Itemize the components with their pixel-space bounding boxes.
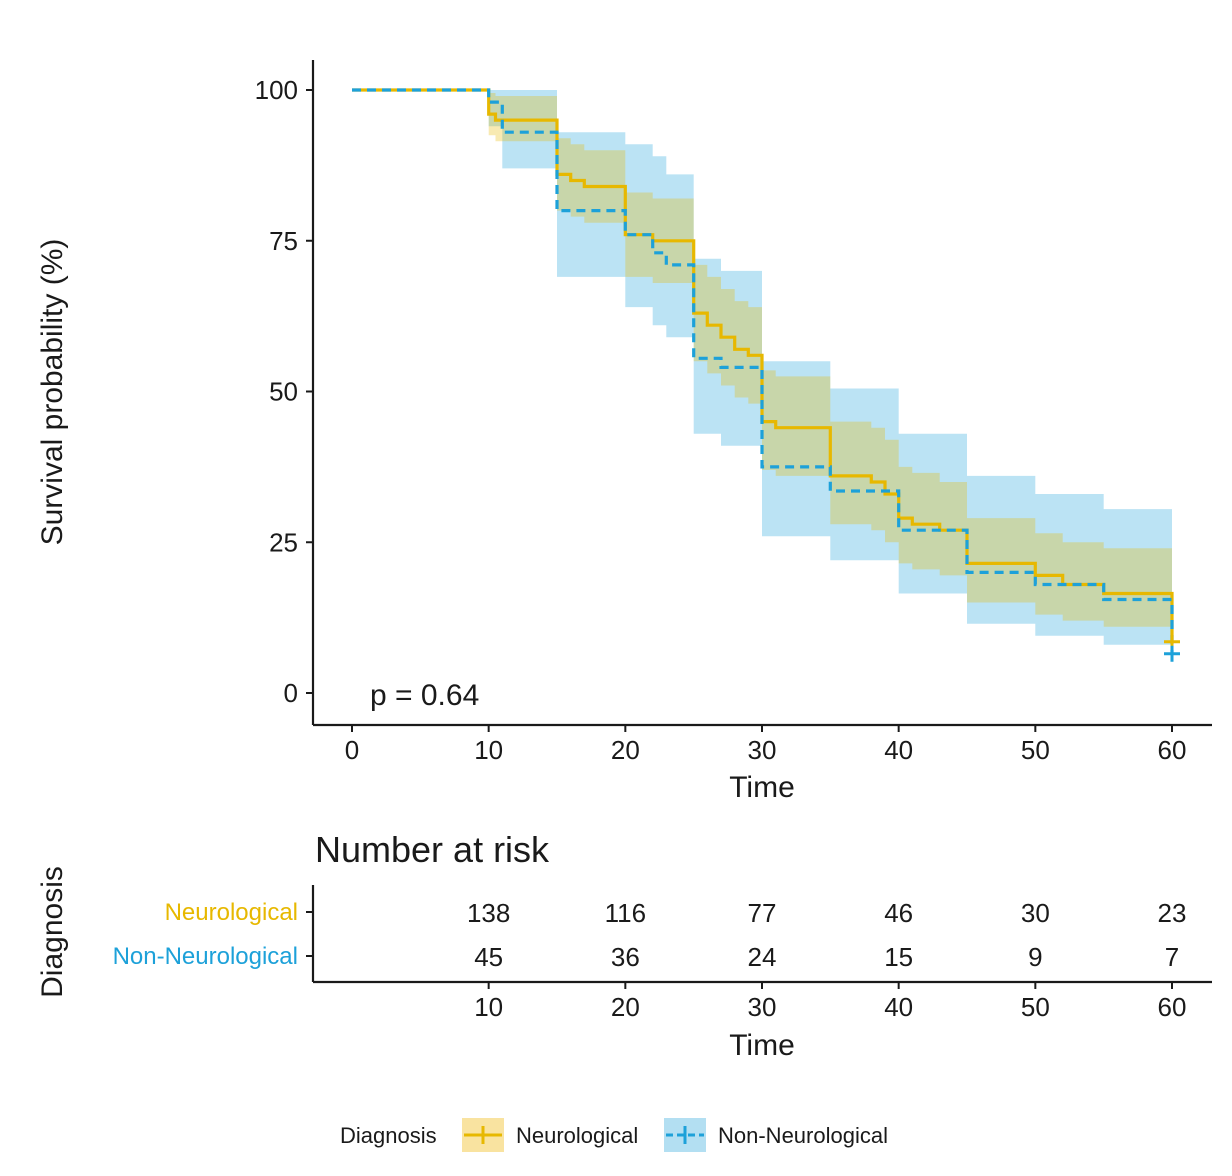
legend-entry-neurological: Neurological (462, 1118, 638, 1152)
risk-count: 30 (1021, 898, 1050, 928)
x-tick-label: 60 (1158, 735, 1187, 765)
curve-neurological (352, 88, 1174, 642)
risk-count: 24 (748, 942, 777, 972)
y-axis-ticks: 0 25 50 75 100 (255, 75, 313, 708)
legend-label: Non-Neurological (718, 1123, 888, 1148)
risk-x-tick-label: 50 (1021, 992, 1050, 1022)
x-tick-label: 0 (345, 735, 359, 765)
legend-label: Neurological (516, 1123, 638, 1148)
risk-count: 7 (1165, 942, 1179, 972)
x-tick-label: 10 (474, 735, 503, 765)
x-axis-ticks: 0 10 20 30 40 50 60 (345, 725, 1187, 765)
x-axis-title: Time (729, 771, 795, 804)
risk-count: 36 (611, 942, 640, 972)
censor-marker-non-neurological (1164, 645, 1180, 662)
y-tick-label: 100 (255, 75, 298, 105)
risk-x-tick-label: 40 (884, 992, 913, 1022)
risk-count: 46 (884, 898, 913, 928)
risk-count: 45 (474, 942, 503, 972)
x-tick-label: 30 (748, 735, 777, 765)
y-tick-label: 50 (269, 377, 298, 407)
legend-title: Diagnosis (340, 1123, 437, 1148)
y-axis-title: Survival probability (%) (36, 239, 69, 546)
risk-row-label: Neurological (165, 899, 298, 926)
x-tick-label: 40 (884, 735, 913, 765)
x-tick-label: 50 (1021, 735, 1050, 765)
censor-markers (1164, 633, 1180, 662)
curve-non-neurological (352, 88, 1174, 654)
legend-entry-non-neurological: Non-Neurological (664, 1118, 888, 1152)
risk-x-tick-label: 30 (748, 992, 777, 1022)
risk-table: Neurological 138 116 77 46 30 23 Non-Neurologic… (113, 898, 1187, 1022)
risk-count: 23 (1158, 898, 1187, 928)
risk-x-axis-title: Time (729, 1029, 795, 1062)
risk-x-tick-label: 20 (611, 992, 640, 1022)
x-tick-label: 20 (611, 735, 640, 765)
risk-table-title: Number at risk (315, 829, 550, 870)
risk-count: 15 (884, 942, 913, 972)
y-tick-label: 0 (284, 678, 298, 708)
p-value-label: p = 0.64 (370, 679, 479, 712)
legend: Diagnosis Neurological Non-Neurological (340, 1118, 888, 1152)
y-tick-label: 25 (269, 527, 298, 557)
risk-count: 9 (1028, 942, 1042, 972)
risk-x-tick-label: 60 (1158, 992, 1187, 1022)
risk-count: 138 (467, 898, 510, 928)
risk-row-label: Non-Neurological (113, 943, 298, 970)
risk-count: 77 (748, 898, 777, 928)
risk-count: 116 (605, 898, 646, 928)
y-tick-label: 75 (269, 226, 298, 256)
risk-table-strata-label: Diagnosis (36, 866, 69, 998)
survival-curves (352, 88, 1174, 654)
risk-x-tick-label: 10 (474, 992, 503, 1022)
